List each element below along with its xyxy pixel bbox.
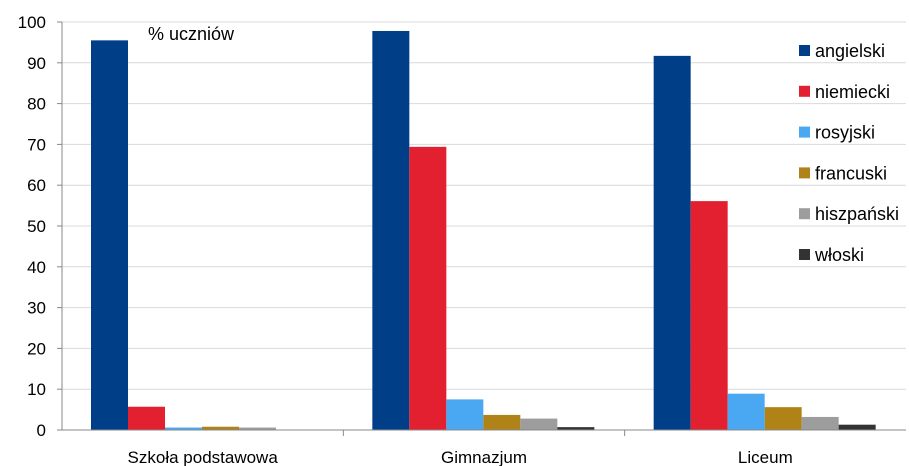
y-tick-label: 10 bbox=[27, 380, 46, 399]
y-tick-label: 70 bbox=[27, 135, 46, 154]
y-tick-label: 100 bbox=[18, 13, 46, 32]
x-tick-label: Szkoła podstawowa bbox=[128, 448, 279, 466]
bar-5-2 bbox=[838, 424, 876, 430]
y-tick-label: 60 bbox=[27, 176, 46, 195]
bar-3-0 bbox=[202, 426, 239, 430]
y-tick-label: 0 bbox=[37, 421, 46, 440]
bar-3-2 bbox=[764, 407, 802, 430]
x-tick-labels: Szkoła podstawowa Gimnazjum Liceum bbox=[128, 448, 793, 466]
bar-4-1 bbox=[520, 418, 558, 430]
bar-0-2 bbox=[653, 55, 691, 430]
legend-label: angielski bbox=[815, 41, 885, 61]
y-tick-label: 80 bbox=[27, 95, 46, 114]
legend-swatch bbox=[799, 85, 810, 97]
y-tick-label: 20 bbox=[27, 339, 46, 358]
y-tick-label: 40 bbox=[27, 258, 46, 277]
y-axis-label: % uczniów bbox=[148, 24, 235, 44]
bar-2-2 bbox=[727, 393, 765, 430]
legend-swatch bbox=[799, 126, 810, 138]
legend-swatch bbox=[799, 167, 810, 179]
bar-5-1 bbox=[557, 427, 595, 430]
legend-label: hiszpański bbox=[815, 204, 899, 224]
y-tick-label: 90 bbox=[27, 54, 46, 73]
axes bbox=[57, 21, 906, 436]
bar-3-1 bbox=[483, 414, 521, 430]
y-tick-label: 30 bbox=[27, 299, 46, 318]
legend-label: niemiecki bbox=[815, 82, 890, 102]
bar-4-0 bbox=[239, 427, 276, 430]
y-tick-labels: 0 10 20 30 40 50 60 70 80 90 100 bbox=[18, 13, 46, 440]
x-tick-label: Gimnazjum bbox=[441, 448, 527, 466]
bar-2-0 bbox=[165, 427, 202, 430]
bar-4-2 bbox=[801, 416, 839, 430]
bar-0-1 bbox=[372, 30, 410, 430]
legend-label: rosyjski bbox=[815, 123, 875, 143]
legend-label: francuski bbox=[815, 163, 887, 183]
legend-swatch bbox=[799, 208, 810, 220]
bar-0-0 bbox=[91, 40, 128, 431]
bar-1-2 bbox=[690, 201, 728, 430]
y-tick-label: 50 bbox=[27, 217, 46, 236]
legend-swatch bbox=[799, 45, 810, 56]
x-tick-label: Liceum bbox=[738, 448, 793, 466]
bars bbox=[91, 30, 876, 431]
gridlines bbox=[62, 21, 906, 390]
legend: angielski niemiecki rosyjski francuski hiszp… bbox=[799, 41, 899, 265]
bar-2-1 bbox=[446, 399, 484, 430]
bar-1-0 bbox=[128, 406, 165, 430]
legend-swatch bbox=[799, 249, 810, 260]
bar-1-1 bbox=[409, 146, 447, 430]
legend-label: włoski bbox=[814, 245, 864, 265]
